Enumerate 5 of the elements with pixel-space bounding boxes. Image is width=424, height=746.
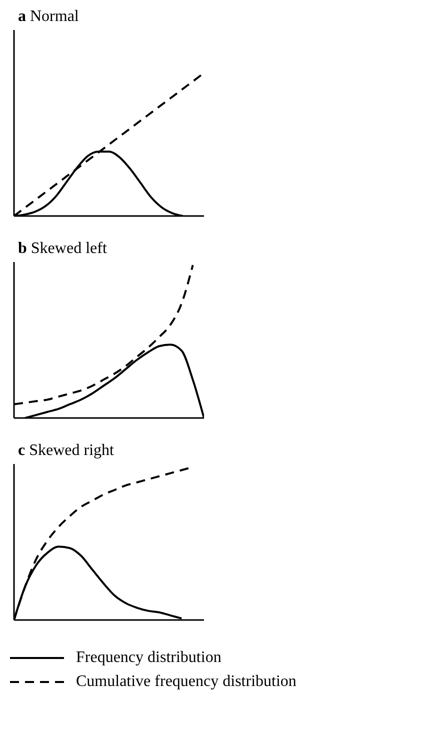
chart-title: b Skewed left (18, 240, 108, 259)
chart-title: c Skewed right (18, 442, 115, 461)
chart-title: a Normal (18, 8, 80, 27)
legend-label: Cumulative frequency distribution (76, 673, 296, 691)
legend-label: Frequency distribution (76, 649, 222, 667)
